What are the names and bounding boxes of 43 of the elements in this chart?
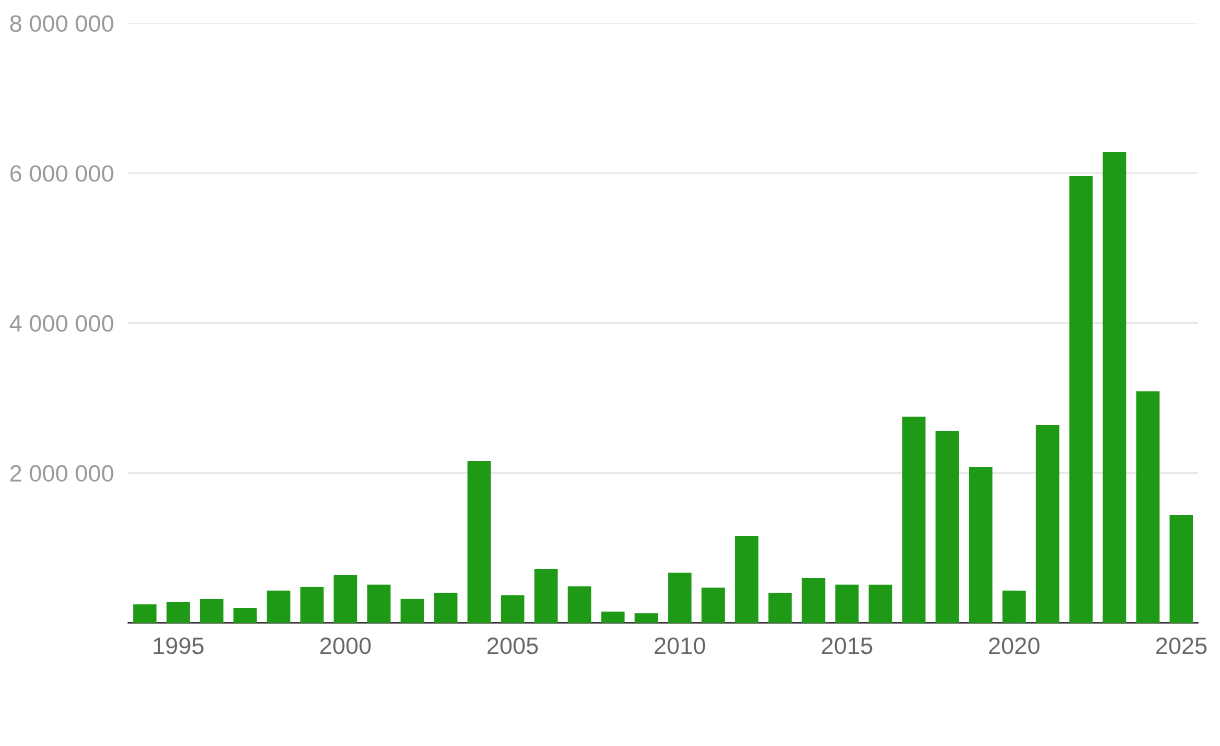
x-tick-label: 2015 (821, 637, 873, 655)
bar (1136, 391, 1160, 623)
x-tick-label: 2005 (487, 637, 538, 655)
bar (434, 592, 458, 623)
bar (233, 607, 257, 623)
bar (534, 568, 558, 623)
bar (868, 584, 893, 623)
bar (133, 604, 157, 623)
bar (166, 601, 190, 623)
bar (768, 592, 792, 623)
y-tick-label: 8 000 000 (10, 15, 114, 32)
x-tick-label: 2010 (654, 637, 706, 655)
bar (734, 535, 759, 623)
bar (300, 586, 324, 623)
bar (567, 586, 592, 623)
bar (902, 416, 926, 623)
bar (266, 590, 291, 623)
bar (801, 577, 826, 623)
x-tick-label: 2025 (1156, 637, 1207, 655)
bar (601, 611, 625, 623)
bar (467, 460, 491, 623)
bar (1002, 590, 1026, 623)
bar (333, 574, 358, 623)
bar (935, 430, 959, 623)
bar (969, 466, 993, 623)
bar (400, 598, 425, 623)
y-tick-label: 4 000 000 (9, 315, 114, 332)
bar (1102, 152, 1127, 623)
bar (1069, 176, 1093, 623)
bar (1169, 514, 1194, 623)
bar (634, 613, 659, 623)
y-tick-label: 2 000 000 (10, 465, 114, 482)
bar (199, 598, 224, 623)
x-tick-label: 1995 (153, 637, 204, 655)
bar (500, 595, 525, 623)
bar (701, 587, 725, 623)
x-tick-label: 2000 (320, 637, 371, 655)
bar (1035, 424, 1060, 623)
x-tick-label: 2020 (989, 637, 1040, 655)
bar (668, 572, 692, 623)
bar (835, 584, 859, 623)
y-tick-label: 6 000 000 (10, 165, 114, 182)
bar (367, 584, 391, 623)
